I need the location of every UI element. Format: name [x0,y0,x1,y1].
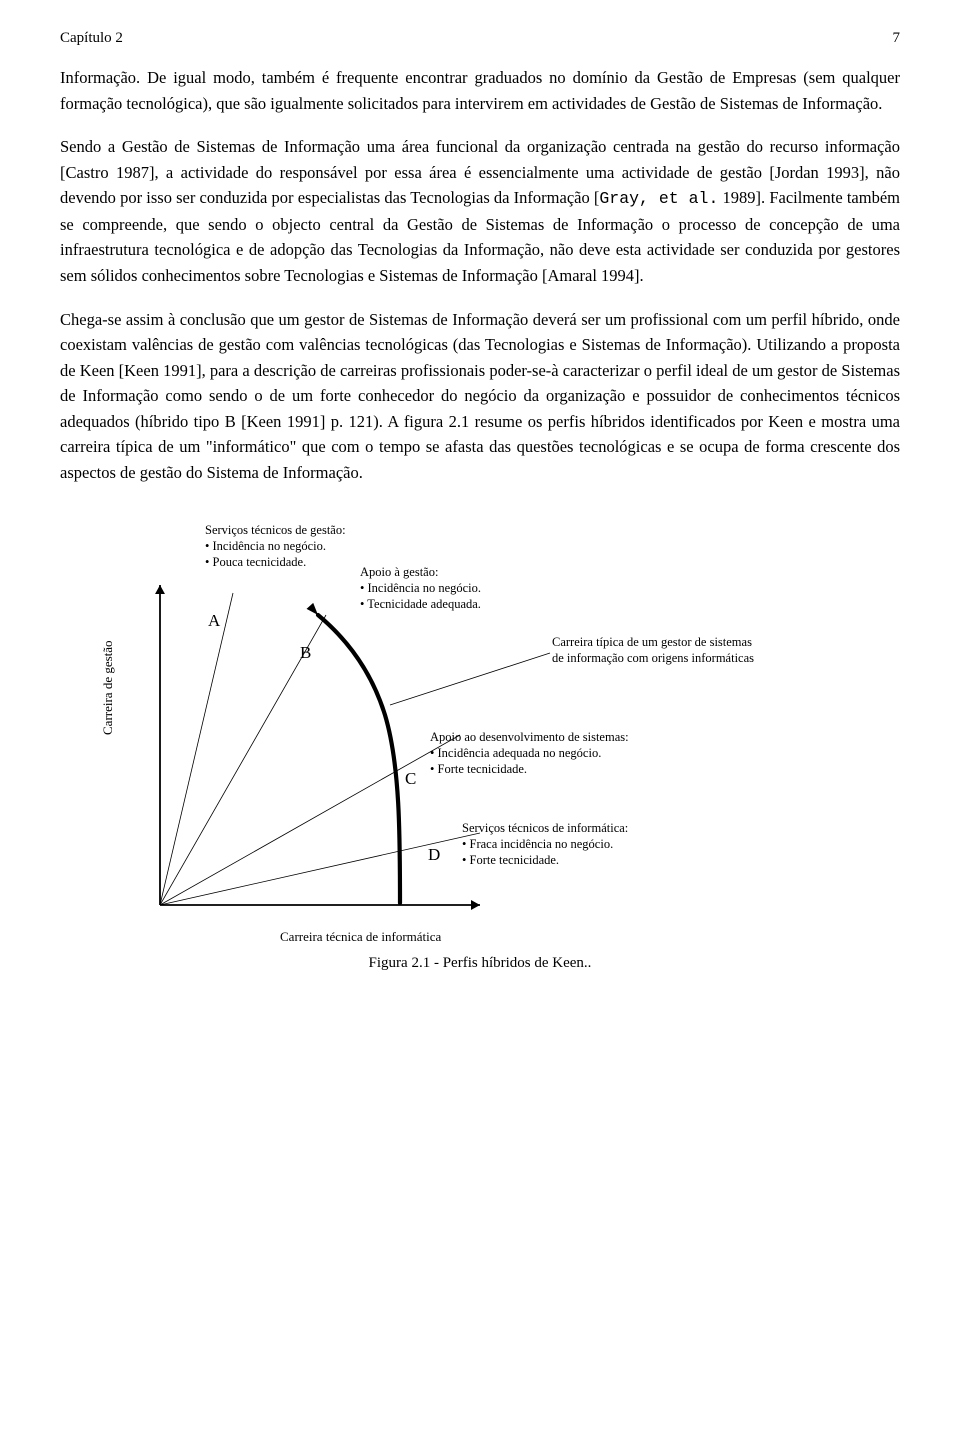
annotation-B: Apoio à gestão:Incidência no negócio.Tec… [360,565,481,612]
paragraph-2: Sendo a Gestão de Sistemas de Informação… [60,134,900,288]
sector-B-label: B [300,643,311,663]
x-axis-label: Carreira técnica de informática [280,929,441,945]
p2-mono-citation: Gray, et al. [599,189,718,208]
annotation-C: Apoio ao desenvolvimento de sistemas:Inc… [430,730,629,777]
sector-D-label: D [428,845,440,865]
sector-C-label: C [405,769,416,789]
figure-hybrid-profiles: Carreira de gestão A B C D Serviços técn… [100,505,860,945]
sector-A-label: A [208,611,220,631]
annotation-A: Serviços técnicos de gestão:Incidência n… [205,523,346,570]
page-header: Capítulo 2 7 [60,30,900,47]
paragraph-1: Informação. De igual modo, também é freq… [60,65,900,116]
figure-caption: Figura 2.1 - Perfis híbridos de Keen.. [60,955,900,972]
annotation-career: Carreira típica de um gestor de sistemas… [552,635,754,666]
paragraph-3: Chega-se assim à conclusão que um gestor… [60,307,900,486]
chapter-label: Capítulo 2 [60,30,123,47]
annotation-D: Serviços técnicos de informática:Fraca i… [462,821,628,868]
page-number: 7 [893,30,901,47]
